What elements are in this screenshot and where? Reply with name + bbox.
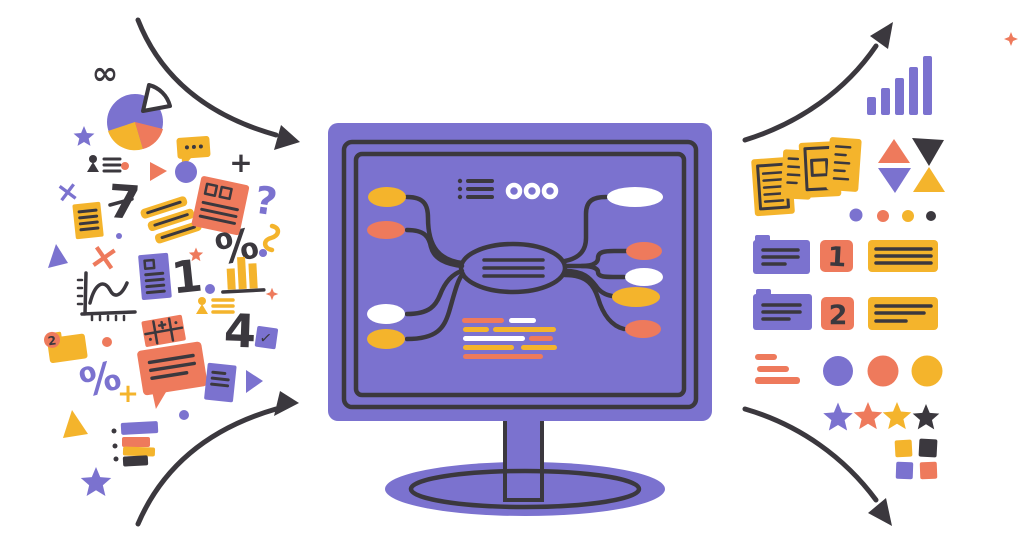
triangles-grid-icon [878, 138, 945, 193]
list-card-icon [868, 240, 938, 272]
infinity-icon: ∞ [92, 54, 119, 92]
documents-stack-icon [751, 137, 862, 217]
three-circles-icon [505, 182, 559, 200]
plus-icon: + [229, 146, 252, 179]
mind-map-node [367, 329, 405, 349]
line-chart-icon [76, 271, 137, 322]
text-bars-icon [755, 354, 800, 384]
mind-map-node [626, 242, 662, 260]
bulleted-list-icon [457, 178, 494, 200]
folder-icon [753, 289, 812, 330]
mind-map-node [607, 187, 663, 207]
circle-icon [175, 161, 197, 183]
triangle-icon [246, 370, 263, 393]
pie-chart-icon [107, 83, 172, 151]
spark-icon [1004, 32, 1018, 46]
dot-icon [102, 337, 112, 347]
monitor-frame-outer [341, 139, 699, 410]
speech-bubble-dots-icon [176, 136, 211, 169]
triangle-icon [63, 410, 88, 438]
svg-text:✓: ✓ [258, 328, 273, 348]
mind-map-node [625, 320, 661, 338]
person-list-icon [196, 297, 235, 314]
ascending-bar-chart-icon [867, 56, 932, 115]
list-card-icon [868, 297, 938, 330]
mind-map-node [625, 268, 663, 286]
stars-row-icon [823, 402, 940, 431]
star-icon [73, 126, 95, 146]
multiply-icon: × [86, 235, 123, 281]
mind-map-node [368, 187, 406, 207]
mind-map-node [367, 221, 405, 239]
person-list-icon [87, 155, 122, 173]
dots-row-icon [849, 208, 936, 222]
svg-text:1: 1 [827, 242, 847, 274]
left-cluster: ∞ + × 7 [44, 54, 281, 496]
numbered-badge: 1 [820, 240, 853, 273]
svg-text:2: 2 [47, 333, 57, 348]
document-icon [204, 362, 237, 403]
slanted-list-icon [140, 196, 202, 244]
dot-icon [179, 410, 189, 420]
document-icon [138, 252, 172, 300]
arrow-out-top [742, 22, 893, 143]
folder-icon [753, 235, 810, 274]
mind-map-connectors [404, 194, 629, 342]
circles-row-icon [823, 355, 943, 387]
card-document-icon [191, 176, 250, 236]
monitor-base-outline [408, 468, 642, 510]
arrow-in-top [135, 17, 300, 150]
dot-icon [205, 284, 215, 294]
mind-map-center-node [458, 241, 568, 295]
arrow-in-bottom [135, 391, 299, 527]
star-icon [80, 467, 112, 496]
triangle-icon [150, 162, 167, 181]
mind-map-node [367, 304, 405, 324]
multiply-icon: × [54, 174, 82, 210]
screen-text-lines [462, 318, 557, 359]
checkbox-icon: ✓ [254, 325, 279, 350]
dot-icon [116, 233, 122, 239]
right-cluster: 1 2 [751, 32, 1018, 480]
table-grid-icon [141, 314, 186, 347]
monitor [328, 123, 712, 516]
question-mark-icon: ? [252, 178, 280, 225]
monitor-frame-inner [353, 151, 687, 398]
numbered-badge: 2 [821, 297, 854, 331]
folder-with-badge-icon: 2 [44, 331, 88, 363]
number-seven: 7 [106, 174, 142, 230]
document-icon [72, 201, 104, 240]
svg-text:2: 2 [829, 300, 848, 331]
squares-grid-icon [894, 438, 938, 480]
squiggle-icon [262, 223, 281, 253]
triangle-icon [48, 244, 68, 268]
dot-icon [259, 249, 267, 257]
dot-icon [121, 162, 129, 170]
spark-icon [265, 287, 279, 301]
plus-icon: + [117, 379, 139, 409]
speech-bubble-lines-icon [137, 341, 208, 409]
stacked-bars-icon [111, 421, 159, 467]
arrow-out-bottom [742, 406, 892, 526]
number-four: 4 [223, 303, 257, 358]
bar-chart-icon [221, 256, 266, 294]
mind-map-node [612, 287, 660, 307]
